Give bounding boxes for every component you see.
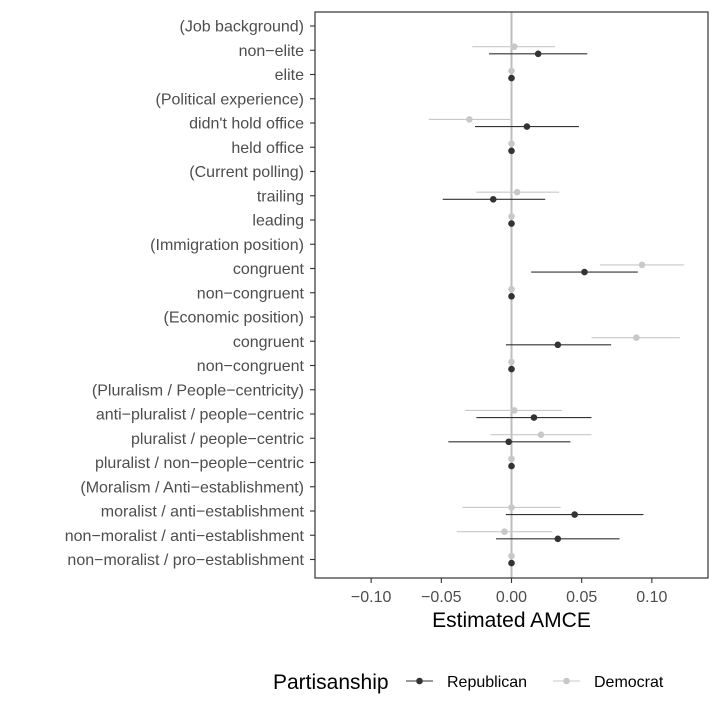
point-democrat xyxy=(633,334,640,341)
y-tick-label: anti−pluralist / people−centric xyxy=(96,407,304,424)
point-democrat xyxy=(508,67,515,75)
point-democrat xyxy=(466,116,473,123)
point-democrat xyxy=(513,188,521,196)
y-tick-label: elite xyxy=(275,67,304,84)
point-republican xyxy=(508,365,515,373)
y-tick-label: pluralist / non−people−centric xyxy=(95,455,304,472)
x-axis-ticks xyxy=(370,578,653,583)
point-republican xyxy=(530,414,538,421)
point-republican xyxy=(571,511,578,518)
point-democrat xyxy=(508,358,515,366)
data-marks xyxy=(428,43,685,567)
point-republican xyxy=(505,438,512,446)
legend-label: Republican xyxy=(447,674,527,691)
point-republican xyxy=(554,535,562,543)
point-democrat xyxy=(508,213,515,220)
point-democrat xyxy=(511,407,518,414)
series-democrat xyxy=(428,43,685,560)
y-tick-label: (Moralism / Anti−establishment) xyxy=(80,479,304,496)
point-democrat xyxy=(508,552,515,560)
legend: Partisanship Republican Democrat xyxy=(273,671,664,694)
x-tick-label: 0.05 xyxy=(566,589,597,606)
point-republican xyxy=(508,559,515,567)
x-tick-label: 0.00 xyxy=(496,589,527,606)
y-tick-label: moralist / anti−establishment xyxy=(101,504,305,521)
y-tick-label: congruent xyxy=(233,334,305,351)
x-tick-label: −0.10 xyxy=(351,589,392,606)
point-democrat xyxy=(508,504,515,511)
y-tick-label: leading xyxy=(252,213,304,230)
y-tick-label: (Current polling) xyxy=(189,164,304,181)
y-tick-label: trailing xyxy=(257,188,304,205)
legend-entry-democrat: Democrat xyxy=(553,674,664,691)
point-republican xyxy=(554,341,562,349)
series-republican xyxy=(442,50,644,567)
y-tick-label: (Immigration position) xyxy=(150,237,304,254)
legend-label: Democrat xyxy=(594,674,664,691)
y-axis-ticks xyxy=(310,25,315,561)
y-tick-label: non−congruent xyxy=(197,358,305,375)
y-tick-label: (Job background) xyxy=(179,19,304,36)
point-republican xyxy=(581,268,588,276)
point-republican xyxy=(523,123,531,130)
point-democrat xyxy=(508,140,515,147)
point-democrat xyxy=(508,285,515,293)
x-tick-label: 0.10 xyxy=(636,589,667,606)
point-democrat xyxy=(511,43,518,50)
point-republican xyxy=(508,293,515,300)
y-tick-label: didn't hold office xyxy=(189,116,304,133)
y-tick-label: (Pluralism / People−centricity) xyxy=(92,382,304,399)
y-tick-label: non−elite xyxy=(239,43,304,60)
point-republican xyxy=(508,220,515,227)
point-republican xyxy=(508,147,515,155)
y-tick-label: (Economic position) xyxy=(164,310,305,327)
point-democrat xyxy=(501,528,508,535)
x-axis-labels: −0.10 −0.05 0.00 0.05 0.10 xyxy=(351,589,668,606)
legend-key-point xyxy=(563,677,570,685)
legend-entry-republican: Republican xyxy=(406,674,527,691)
y-axis-labels: (Job background) non−elite elite (Political… xyxy=(65,19,305,570)
x-axis-title: Estimated AMCE xyxy=(432,609,591,632)
y-tick-label: non−moralist / anti−establishment xyxy=(65,528,305,545)
point-democrat xyxy=(638,261,646,269)
y-tick-label: non−moralist / pro−establishment xyxy=(67,552,304,569)
plot-panel-border xyxy=(314,11,709,579)
legend-key-point xyxy=(416,677,423,685)
point-republican xyxy=(508,74,515,82)
y-tick-label: non−congruent xyxy=(197,285,305,302)
point-republican xyxy=(489,196,497,203)
legend-title: Partisanship xyxy=(273,671,389,694)
point-democrat xyxy=(508,455,515,463)
x-tick-label: −0.05 xyxy=(421,589,462,606)
y-tick-label: congruent xyxy=(233,261,305,278)
point-democrat xyxy=(537,431,545,438)
y-tick-label: held office xyxy=(231,140,304,157)
y-tick-label: (Political experience) xyxy=(155,91,304,108)
y-tick-label: pluralist / people−centric xyxy=(131,431,304,448)
point-republican xyxy=(508,462,515,470)
point-republican xyxy=(534,50,542,58)
